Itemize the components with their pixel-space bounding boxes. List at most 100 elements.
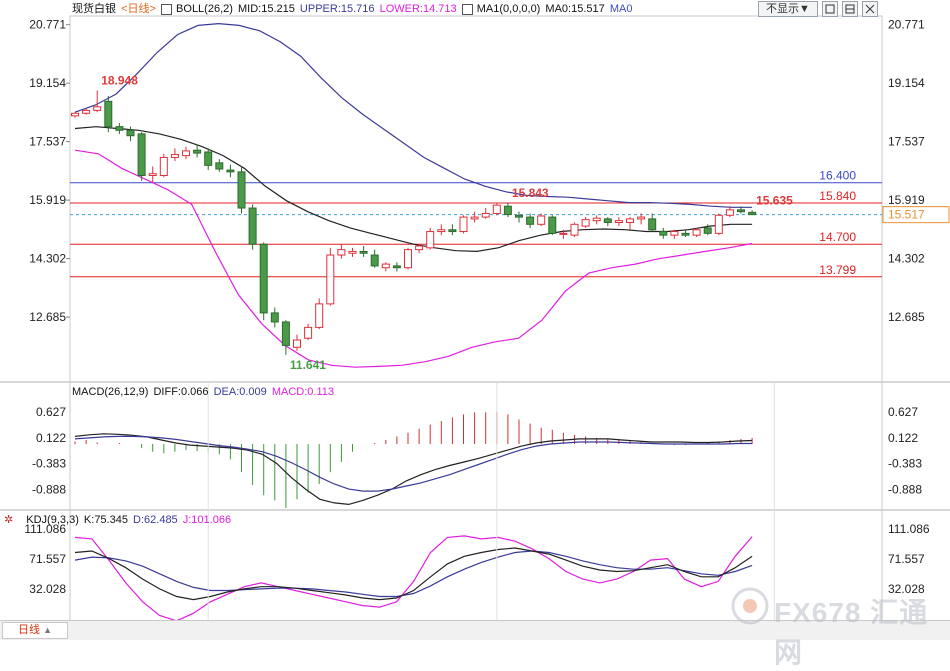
candle-down [448,229,457,233]
candle-down [681,232,690,236]
price-annotation: 15.843 [512,186,549,200]
macd-diff: DIFF:0.066 [153,386,209,398]
candle-down [526,216,535,225]
kdj-header: ✲ KDJ(9,3,3) K:75.345 D:62.485 J:101.066 [4,513,233,527]
candle-up [315,303,324,328]
candle-down [515,214,523,218]
candle-down [104,100,113,128]
candle-up [381,263,390,269]
period-tab-label: 日线 [18,624,40,636]
candle-down [237,171,246,209]
price-annotation: 18.948 [101,74,138,88]
boll-mid: MID:15.215 [237,3,295,15]
price-ytick-right: 20.771 [888,18,925,32]
price-ytick-left: 15.919 [29,193,66,207]
watermark-text: FX678 汇通网 [774,597,929,668]
maximize-icon [845,4,855,14]
chart-svg: 16.400 15.840 14.700 13.799 15.517 18.948 11.6… [0,15,950,636]
macd-panel[interactable] [74,411,753,508]
kdj-k-line [74,547,753,601]
window-restore-button[interactable] [822,1,838,17]
macd-dea-line [74,435,753,492]
ma0-value: MA0:15.517 [545,3,605,15]
candle-down [737,209,745,213]
candle-down [259,243,268,314]
candle-up [626,218,634,224]
watermark-logo: FX678 汇通网 [726,585,931,668]
kdj-ytick-right: 71.557 [888,552,925,566]
candle-up [304,326,313,339]
axes: 20.771 20.771 19.154 19.154 17.537 17.537 15.9… [24,18,930,636]
hline-label: 16.400 [819,169,856,183]
boll-upper-line [74,22,753,208]
candle-up [459,216,468,233]
candle-up [481,212,490,218]
candle-up [82,109,91,114]
macd-ytick-left: -0.888 [32,482,66,496]
candle-up [692,229,701,236]
hline-label: 13.799 [819,263,856,277]
price-ytick-left: 14.302 [29,252,66,266]
candle-up [337,249,346,256]
crosshair-icon[interactable]: ✲ [4,514,14,526]
candle-up [725,209,734,216]
candle-up [470,216,479,220]
price-annotation: 11.641 [290,358,326,372]
kdj-d: D:62.485 [133,514,178,526]
watermark-icon [731,587,769,625]
close-icon [865,4,875,14]
boll-mid-line [74,126,753,253]
candle-up [637,216,646,220]
candle-down [126,129,135,137]
symbol-name: 现货白银 [72,3,116,15]
kdj-ytick-left: 71.557 [29,552,66,566]
window-close-button[interactable] [862,1,878,17]
kdj-ytick-right: 111.086 [888,522,930,536]
hide-select[interactable]: 不显示▼ [758,1,818,17]
candle-down [193,149,202,154]
candle-up [437,229,446,233]
current-price-box [882,206,950,224]
current-price-label: 15.517 [888,208,925,222]
kdj-j: J:101.066 [182,514,232,526]
window-max-button[interactable] [842,1,858,17]
price-panel[interactable]: 16.400 15.840 14.700 13.799 15.517 18.948 11.6… [70,22,950,372]
candle-up [559,232,568,235]
macd-ytick-left: 0.627 [36,405,66,419]
candle-down [359,250,368,254]
candle-up [148,173,157,176]
kdj-panel[interactable] [74,535,753,622]
boll-lower-line [74,149,753,368]
period-label[interactable]: <日线> [121,3,156,15]
price-ytick-left: 17.537 [29,135,66,149]
boll-label: BOLL(26,2) [176,3,233,15]
candle-up [326,254,335,305]
candle-down [204,151,213,166]
candle-down [703,227,712,234]
kdj-ytick-left: 32.028 [29,582,66,596]
price-ytick-left: 12.685 [29,310,66,324]
price-ytick-right: 12.685 [888,310,925,324]
macd-ytick-right: 0.627 [888,405,918,419]
candle-up [404,249,412,269]
macd-ytick-right: -0.888 [888,482,922,496]
kdj-j-line [74,535,753,622]
candle-up [170,154,179,158]
price-ytick-right: 17.537 [888,135,925,149]
period-tab-daily[interactable]: 日线 ▲ [2,622,68,639]
macd-dea: DEA:0.009 [213,386,267,398]
candle-up [93,106,102,111]
candle-down [503,205,512,216]
price-ytick-right: 19.154 [888,76,925,90]
price-ytick-left: 19.154 [29,76,66,90]
boll-lower: LOWER:14.713 [379,3,457,15]
candle-up [614,220,623,224]
candle-down [137,133,146,176]
candle-up [592,217,601,222]
candle-down [226,169,235,173]
kdj-ytick-left: 111.086 [24,522,66,536]
kdj-d-line [74,550,753,598]
candle-down [603,218,612,224]
ma-label: MA1(0,0,0,0) [476,3,541,15]
candle-up [293,339,301,348]
